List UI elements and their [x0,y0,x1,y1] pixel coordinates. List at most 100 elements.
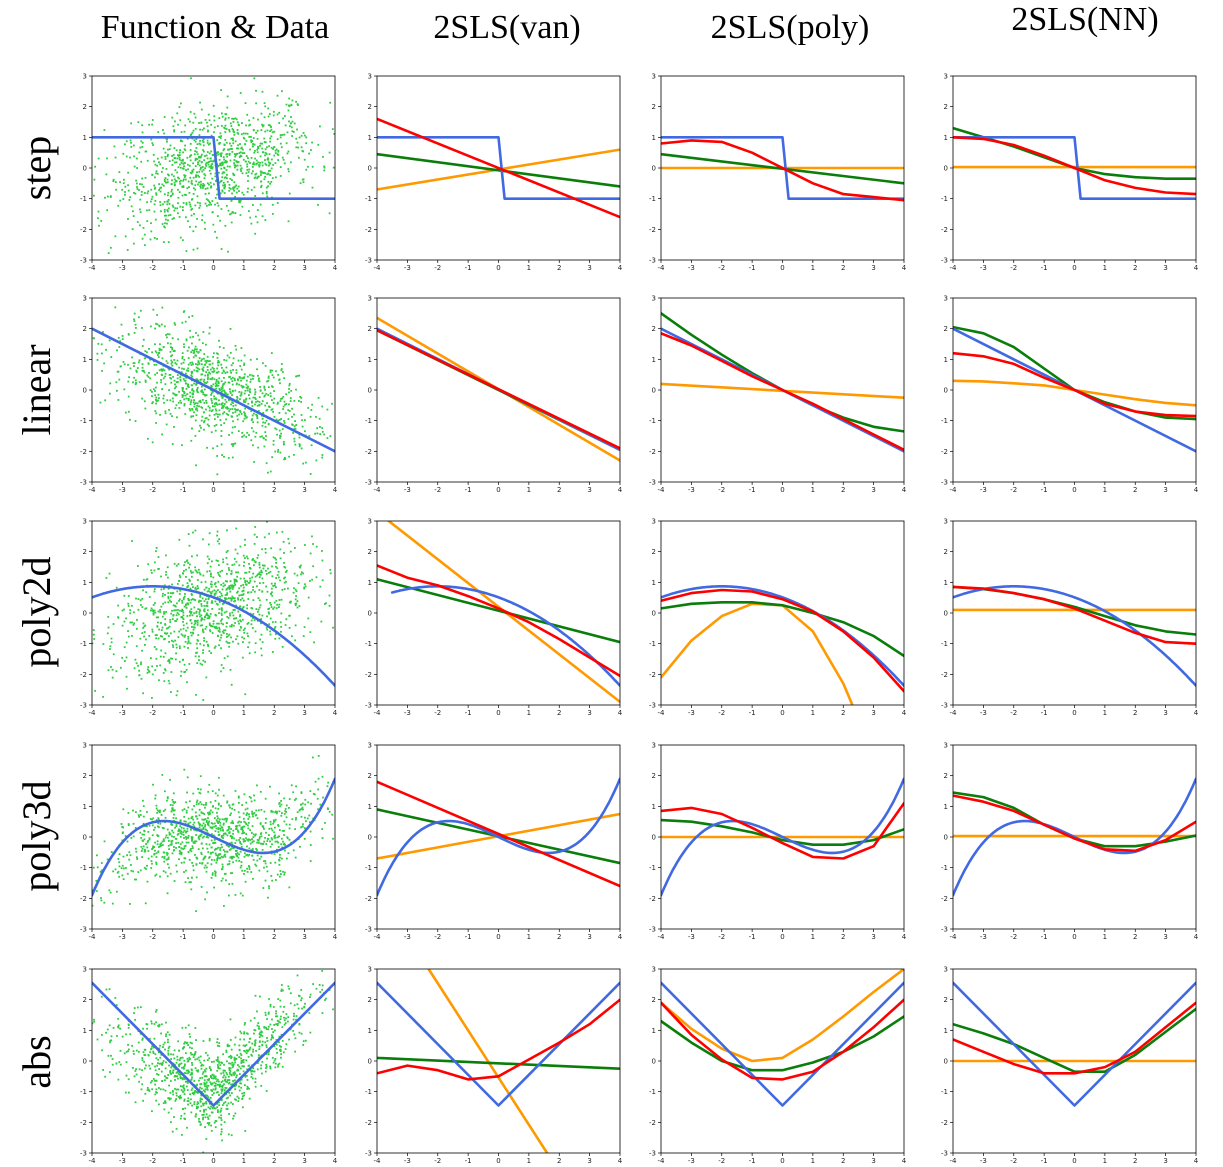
data-point [191,396,194,399]
data-point [195,642,198,645]
data-point [225,113,228,116]
data-point [217,854,219,857]
data-point [195,151,198,153]
data-point [196,404,199,407]
data-point [298,374,301,377]
y-tick-label: 3 [83,295,87,303]
data-point [154,797,157,800]
data-point [259,170,262,173]
data-point [253,799,256,802]
data-point [200,161,203,163]
data-point [248,866,251,869]
data-point [229,392,232,394]
x-tick-label: 1 [242,933,246,941]
data-point [166,210,169,213]
data-point [162,241,165,243]
row-title-poly3d: poly3d [14,780,59,891]
data-point [205,819,208,822]
data-point [206,369,209,371]
data-point [259,386,262,388]
data-point [194,853,196,856]
data-point [264,862,267,865]
data-point [249,380,252,383]
data-point [180,362,183,365]
data-point [119,340,122,343]
data-point [316,432,319,435]
data-point [132,809,134,812]
data-point [235,638,237,641]
data-point [152,817,155,820]
data-point [207,113,210,116]
data-point [158,161,160,164]
data-point [276,836,279,839]
data-point [132,835,135,838]
data-point [250,222,253,225]
data-point [308,152,311,155]
data-point [186,776,189,779]
data-point [285,810,288,813]
data-point [169,144,172,147]
data-point [182,361,185,364]
data-point [160,348,163,351]
data-point [216,794,219,797]
data-point [163,200,166,203]
series-line-red [377,328,620,450]
data-point [234,408,236,411]
data-point [141,839,144,842]
data-point [190,401,192,403]
data-point [160,156,163,159]
data-point [151,697,153,699]
data-point [305,136,308,139]
data-point [252,812,255,815]
data-point [221,115,224,118]
data-point [205,154,208,157]
data-point [111,676,114,679]
data-point [238,824,241,827]
data-point [121,624,124,627]
data-point [278,111,281,114]
data-point [243,831,246,834]
data-point [177,829,180,832]
data-point [195,856,198,859]
data-point [273,130,276,133]
data-point [298,444,301,447]
data-point [139,198,142,201]
data-point [218,339,220,342]
data-point [252,430,255,433]
x-tick-label: -3 [980,709,987,717]
data-point [242,400,245,403]
data-point [173,181,176,184]
data-point [237,430,240,433]
data-point [270,167,273,170]
data-point [234,140,237,143]
data-point [300,447,303,450]
data-point [199,168,202,171]
y-tick-label: -1 [80,417,87,425]
x-tick-label: -4 [374,264,382,272]
data-point [279,400,282,402]
data-point [187,806,190,809]
data-point [178,630,181,633]
data-point [271,843,273,846]
data-point [180,633,183,636]
y-tick-label: 2 [83,103,87,111]
data-point [265,569,267,572]
data-point [201,219,203,221]
data-point [170,822,173,825]
data-point [236,164,239,167]
data-point [215,409,218,412]
data-point [269,470,272,473]
data-point [199,624,202,627]
data-point [196,143,199,146]
data-point [177,123,179,126]
data-point [268,532,270,535]
data-point [147,850,150,852]
data-point [229,584,232,587]
data-point [184,604,187,607]
data-point [314,780,317,783]
data-point [163,116,166,118]
data-point [260,571,263,574]
data-point [264,141,267,144]
data-point [220,868,223,871]
data-point [199,401,202,404]
